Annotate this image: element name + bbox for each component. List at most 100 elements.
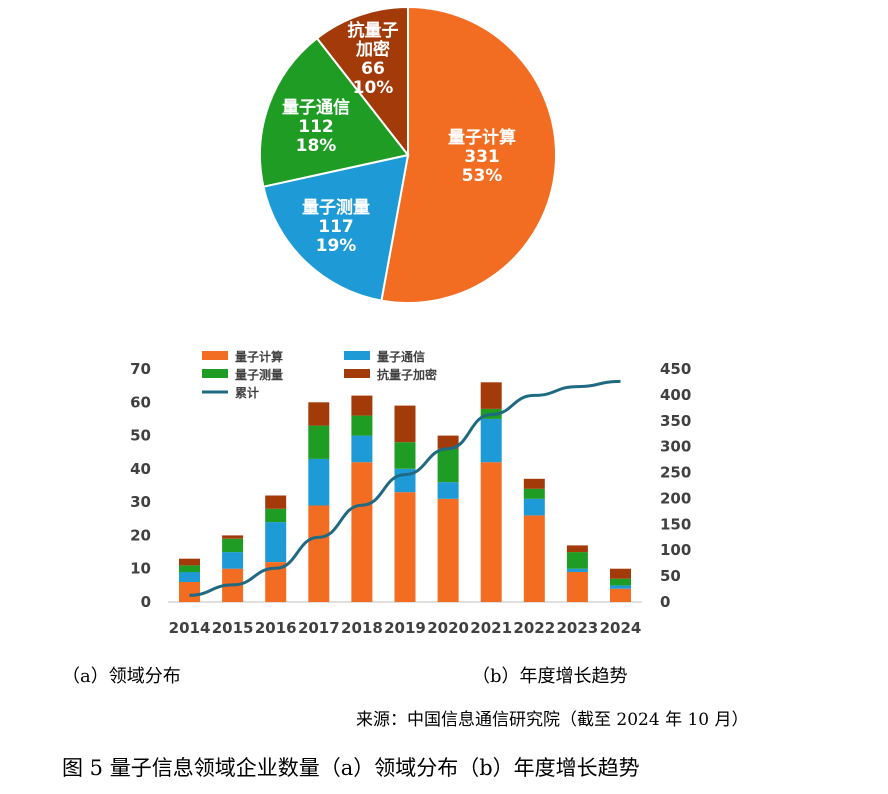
bar-segment (437, 498, 459, 602)
bar-segment (265, 562, 287, 602)
bar-segment (222, 538, 244, 553)
bar-segment (523, 515, 545, 602)
pie-label: 量子通信 112 18% (282, 97, 350, 156)
bar-segment (566, 572, 588, 602)
bar-segment (437, 482, 459, 499)
bar-segment (179, 572, 200, 582)
y-right-tick: 50 (660, 567, 681, 585)
bar-segment (222, 552, 244, 569)
legend-swatch (344, 369, 370, 378)
pie-label: 抗量子加密 66 10% (348, 20, 399, 98)
pie-label-line: 10% (353, 78, 394, 98)
bar-segment (523, 478, 545, 489)
legend-label: 累计 (235, 385, 259, 400)
pie-label: 量子测量 117 19% (302, 197, 370, 256)
bar-segment (610, 568, 631, 579)
y-right-tick: 250 (660, 464, 691, 482)
subcaption-a: （a）领域分布 (62, 666, 181, 687)
y-right-tick: 300 (660, 438, 691, 456)
bar-segment (480, 418, 502, 463)
x-tick: 2021 (470, 619, 512, 637)
y-right-tick: 0 (660, 593, 670, 611)
x-tick: 2014 (169, 619, 211, 637)
y-left-tick: 60 (130, 393, 151, 411)
bar-segment (351, 462, 373, 602)
pie-label-line: 331 (464, 147, 500, 167)
legend-swatch (344, 351, 370, 360)
x-tick: 2023 (556, 619, 598, 637)
x-tick: 2019 (384, 619, 426, 637)
pie-slice (259, 36, 410, 188)
y-right-tick: 400 (660, 386, 691, 404)
pie-label-line: 加密 (355, 39, 390, 60)
pie-label-line: 53% (462, 166, 503, 186)
source-note: 来源：中国信息通信研究院（截至 2024 年 10 月） (356, 710, 749, 730)
pie-label-line: 19% (316, 236, 357, 256)
pie-label-line: 117 (318, 217, 354, 237)
pie-label-line: 量子通信 (282, 97, 350, 118)
legend-swatch (202, 351, 228, 360)
pie-slice (380, 5, 558, 304)
y-left-tick: 30 (130, 493, 151, 511)
x-tick: 2016 (255, 619, 297, 637)
legend-label: 抗量子加密 (377, 367, 437, 382)
pie-label-line: 抗量子 (348, 20, 399, 41)
bar-segment (351, 415, 373, 436)
x-tick: 2018 (341, 619, 383, 637)
bar-segment (308, 458, 330, 506)
x-tick: 2015 (212, 619, 254, 637)
x-tick: 2020 (427, 619, 469, 637)
bar-segment (265, 508, 287, 523)
bar-segment (610, 588, 631, 602)
bar-segment (566, 568, 588, 572)
bar-segment (351, 395, 373, 416)
bar-segment (265, 495, 287, 509)
legend-label: 量子测量 (235, 367, 283, 382)
y-right-tick: 350 (660, 412, 691, 430)
bar-segment (222, 535, 244, 539)
x-tick: 2024 (600, 619, 642, 637)
bar-segment (179, 565, 200, 573)
legend-label: 量子通信 (377, 349, 425, 364)
pie-slice (262, 153, 410, 302)
y-right-tick: 200 (660, 489, 691, 507)
bar-chart: 0 10 20 30 40 50 60 70 0 50 100 150 200 250 300 350 400 4… (130, 349, 691, 637)
bar-segment (308, 505, 330, 602)
pie-label-line: 18% (296, 136, 337, 156)
bar-segment (523, 498, 545, 516)
bar-segment (265, 522, 287, 562)
bar-segment (308, 425, 330, 459)
bar-segment (566, 545, 588, 553)
bar-segment (394, 442, 416, 469)
bar-segment (480, 382, 502, 409)
y-left-tick: 10 (130, 560, 151, 578)
bar-segment (437, 435, 459, 449)
y-left-tick: 70 (130, 360, 151, 378)
bar-segment (351, 435, 373, 463)
y-left-tick: 40 (130, 460, 151, 478)
bar-segment (179, 558, 200, 566)
bar-segment (610, 585, 631, 589)
y-left-tick: 0 (141, 593, 151, 611)
y-right-tick: 450 (660, 360, 691, 378)
x-tick: 2017 (298, 619, 340, 637)
bar-segment (610, 578, 631, 586)
pie-label-line: 量子计算 (448, 127, 516, 148)
pie-label-line: 量子测量 (302, 197, 370, 218)
pie-label-line: 66 (361, 59, 385, 79)
bar-segment (437, 448, 459, 483)
bar-segment (480, 462, 502, 602)
figure-caption: 图 5 量子信息领域企业数量（a）领域分布（b）年度增长趋势 (62, 756, 640, 780)
y-right-tick: 150 (660, 515, 691, 533)
pie-label: 量子计算 331 53% (448, 127, 516, 186)
bar-segment (523, 488, 545, 499)
bar-segment (566, 552, 588, 569)
bar-segment (179, 582, 200, 602)
legend-label: 量子计算 (235, 349, 283, 364)
bar-segment (394, 492, 416, 602)
x-tick: 2022 (513, 619, 555, 637)
pie-chart: 量子计算 331 53%量子测量 117 19%量子通信 112 18%抗量子加密 66 10% (259, 5, 558, 304)
bar-segment (308, 402, 330, 426)
cumulative-line (189, 379, 621, 597)
